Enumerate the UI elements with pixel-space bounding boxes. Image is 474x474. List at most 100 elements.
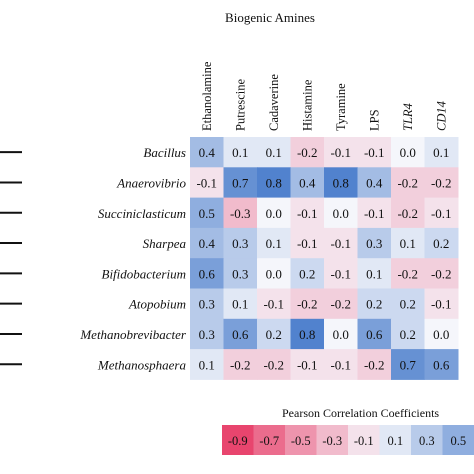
heatmap-cell <box>391 197 425 229</box>
heatmap-cell <box>223 318 258 350</box>
cell-value-label: 0.0 <box>333 206 349 221</box>
colorbar-title: Pearson Correlation Coefficients <box>282 406 440 420</box>
cell-value-label: -0.2 <box>397 266 418 281</box>
cell-value-label: 0.3 <box>199 327 215 342</box>
cell-value-label: -0.2 <box>330 297 351 312</box>
cell-value-label: -0.2 <box>297 145 318 160</box>
cell-value-label: 0.8 <box>333 175 349 190</box>
cell-value-label: 0.8 <box>299 327 315 342</box>
heatmap-cell <box>391 167 425 199</box>
heatmap-cell <box>190 258 224 289</box>
colorbar-tick-label: 0.5 <box>450 434 466 448</box>
heatmap-cell <box>223 288 258 320</box>
cell-value-label: -0.2 <box>431 175 452 190</box>
heatmap-cell <box>324 318 358 350</box>
cell-value-label: 0.6 <box>366 327 383 342</box>
cell-value-label: 0.2 <box>400 297 416 312</box>
heatmap-cell <box>324 197 358 229</box>
cell-value-label: 0.6 <box>232 327 249 342</box>
column-label: CD14 <box>434 101 448 131</box>
heatmap-cell <box>190 137 224 168</box>
cell-value-label: 0.1 <box>232 145 248 160</box>
colorbar-swatch <box>379 425 412 455</box>
heatmap-cell <box>257 258 291 289</box>
cell-value-label: 0.4 <box>366 175 383 190</box>
column-label: Tyramine <box>334 83 348 131</box>
cell-value-label: 0.7 <box>232 175 249 190</box>
heatmap-cell <box>324 227 358 259</box>
cell-value-label: -0.2 <box>364 357 385 372</box>
colorbar-tick-label: -0.9 <box>228 434 248 448</box>
cell-value-label: 0.2 <box>299 266 315 281</box>
cell-value-label: 0.2 <box>266 327 282 342</box>
cell-value-label: -0.1 <box>364 145 385 160</box>
row-label: Atopobium <box>128 297 186 312</box>
heatmap-cell <box>190 288 224 320</box>
heatmap-cell <box>223 258 258 289</box>
cell-value-label: 0.1 <box>433 145 449 160</box>
heatmap-cell <box>223 227 258 259</box>
cell-value-label: 0.6 <box>433 357 450 372</box>
heatmap-cell <box>290 167 325 199</box>
heatmap-cell <box>357 258 392 289</box>
heatmap-cell <box>424 258 459 289</box>
row-label: Bifidobacterium <box>102 266 187 281</box>
cell-value-label: 0.1 <box>366 266 382 281</box>
heatmap-cell <box>357 167 392 199</box>
heatmap-cell <box>257 227 291 259</box>
row-label: Bacillus <box>143 145 186 160</box>
cell-value-label: 0.4 <box>199 236 216 251</box>
chart-title: Biogenic Amines <box>225 10 315 25</box>
cell-value-label: 0.1 <box>266 145 282 160</box>
heatmap-cell <box>190 197 224 229</box>
heatmap-cell <box>257 167 291 199</box>
column-label: Histamine <box>300 79 314 131</box>
heatmap-cell <box>257 137 291 168</box>
row-label: Anaerovibrio <box>116 175 186 190</box>
heatmap-cell <box>223 349 258 380</box>
cell-value-label: 0.3 <box>199 297 215 312</box>
heatmap-cell <box>290 318 325 350</box>
cell-value-label: 0.1 <box>266 236 282 251</box>
cell-value-label: -0.2 <box>397 206 418 221</box>
cell-value-label: 0.4 <box>299 175 316 190</box>
cell-value-label: -0.1 <box>364 206 385 221</box>
cell-value-label: 0.3 <box>232 236 248 251</box>
heatmap-cell <box>391 258 425 289</box>
heatmap-cell <box>290 349 325 380</box>
cell-value-label: 0.2 <box>400 327 416 342</box>
heatmap-cell <box>391 227 425 259</box>
cell-value-label: 0.5 <box>199 206 215 221</box>
cell-value-label: 0.0 <box>333 327 349 342</box>
column-label: LPS <box>367 109 381 131</box>
heatmap-cell <box>424 167 459 199</box>
heatmap-cell <box>190 349 224 380</box>
colorbar-tick-label: -0.7 <box>259 434 279 448</box>
row-label: Methanosphaera <box>97 357 187 372</box>
heatmap-cell <box>257 288 291 320</box>
heatmap-cell <box>324 137 358 168</box>
heatmap-cell <box>357 137 392 168</box>
cell-value-label: -0.2 <box>297 297 318 312</box>
heatmap-cell <box>290 137 325 168</box>
colorbar-swatch <box>253 425 286 455</box>
cell-value-label: 0.3 <box>366 236 382 251</box>
heatmap-cell <box>424 318 459 350</box>
cell-value-label: -0.1 <box>196 175 217 190</box>
heatmap-cell <box>357 197 392 229</box>
heatmap-cell <box>223 167 258 199</box>
heatmap-cell <box>391 288 425 320</box>
cell-value-label: -0.1 <box>431 297 452 312</box>
cell-value-label: 0.2 <box>433 236 449 251</box>
colorbar-swatch <box>348 425 380 455</box>
heatmap-cell <box>391 349 425 380</box>
colorbar-swatch <box>316 425 349 455</box>
column-label: Putrescine <box>233 78 247 131</box>
column-label: Ethanolamine <box>200 61 214 131</box>
cell-value-label: -0.1 <box>297 236 318 251</box>
heatmap-cell <box>257 318 291 350</box>
heatmap-cell <box>324 349 358 380</box>
cell-value-label: 0.6 <box>199 266 216 281</box>
heatmap-cell <box>223 197 258 229</box>
